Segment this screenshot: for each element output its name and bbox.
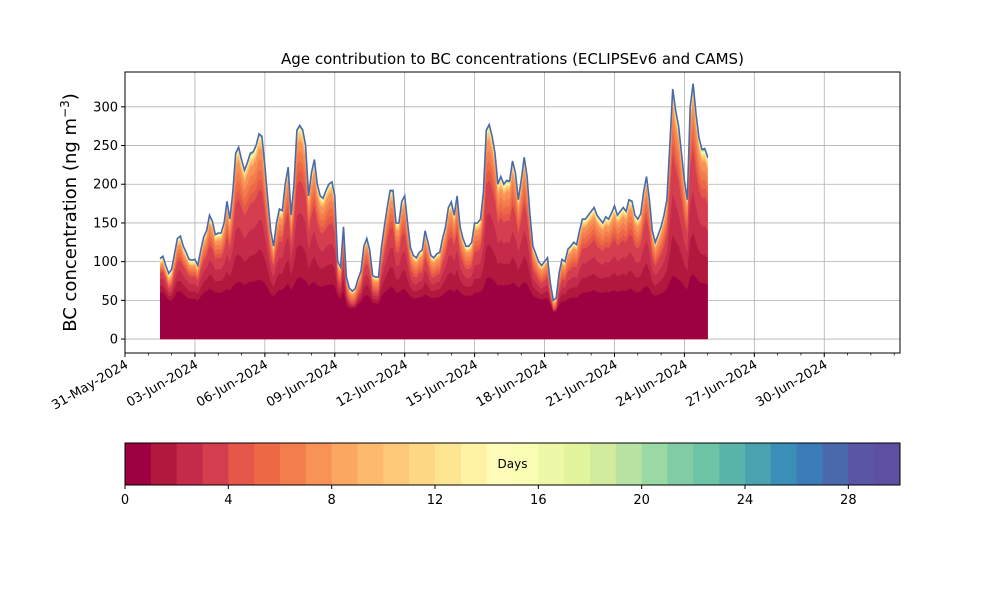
x-tick-label: 21-Jun-2024 bbox=[544, 357, 621, 410]
x-tick-label: 30-Jun-2024 bbox=[753, 357, 830, 410]
x-tick-label: 18-Jun-2024 bbox=[474, 357, 551, 410]
colorbar-segment bbox=[590, 443, 617, 485]
colorbar-tick-label: 0 bbox=[121, 493, 129, 508]
colorbar-segment bbox=[409, 443, 436, 485]
colorbar-segment bbox=[383, 443, 410, 485]
plot-frame bbox=[124, 71, 901, 354]
colorbar-segment bbox=[874, 443, 901, 485]
colorbar-segment bbox=[331, 443, 358, 485]
x-tick-label: 06-Jun-2024 bbox=[194, 357, 271, 410]
y-tick-label: 50 bbox=[101, 294, 118, 309]
x-tick-label: 15-Jun-2024 bbox=[404, 357, 481, 410]
y-tick-label: 0 bbox=[110, 333, 118, 348]
y-tick-label: 100 bbox=[93, 255, 118, 270]
x-tick-label: 24-Jun-2024 bbox=[614, 357, 691, 410]
colorbar-segment bbox=[641, 443, 668, 485]
colorbar-segment bbox=[822, 443, 849, 485]
colorbar-segment bbox=[538, 443, 565, 485]
colorbar-tick-label: 20 bbox=[633, 493, 650, 508]
colorbar-segment bbox=[848, 443, 875, 485]
colorbar-segment bbox=[228, 443, 255, 485]
x-tick-label: 31-May-2024 bbox=[49, 357, 131, 413]
x-axis-ticks: 31-May-202403-Jun-202406-Jun-202409-Jun-… bbox=[49, 353, 830, 413]
colorbar: 0 4 8 12 16 20 24 28 bbox=[121, 442, 901, 508]
colorbar-tick-label: 24 bbox=[737, 493, 754, 508]
y-axis-label-superscript: −3 bbox=[58, 100, 72, 118]
colorbar-tick-label: 12 bbox=[427, 493, 444, 508]
colorbar-tick-label: 28 bbox=[840, 493, 857, 508]
colorbar-segment bbox=[176, 443, 203, 485]
x-tick-label: 27-Jun-2024 bbox=[684, 357, 761, 410]
y-tick-label: 200 bbox=[93, 178, 118, 193]
colorbar-segment bbox=[125, 443, 152, 485]
x-tick-label: 03-Jun-2024 bbox=[124, 357, 201, 410]
colorbar-tick-label: 16 bbox=[530, 493, 547, 508]
colorbar-tick-label: 8 bbox=[328, 493, 336, 508]
colorbar-segment bbox=[486, 443, 513, 485]
colorbar-segment bbox=[202, 443, 229, 485]
total-concentration-line bbox=[159, 83, 709, 302]
colorbar-segment bbox=[615, 443, 643, 485]
colorbar-segment bbox=[770, 443, 798, 485]
age-layer-area bbox=[160, 274, 708, 340]
y-axis-ticks: 0 50 100 150 200 250 300 bbox=[93, 100, 125, 348]
colorbar-frame bbox=[124, 442, 901, 486]
y-axis-label-main: BC concentration (ng m bbox=[60, 118, 81, 332]
y-axis-label: BC concentration (ng m−3) bbox=[58, 93, 81, 332]
colorbar-segment bbox=[745, 443, 772, 485]
colorbar-segment bbox=[512, 443, 539, 485]
colorbar-segment bbox=[150, 443, 178, 485]
colorbar-segment bbox=[305, 443, 333, 485]
x-tick-label: 09-Jun-2024 bbox=[264, 357, 341, 410]
colorbar-label: Days bbox=[498, 457, 528, 471]
colorbar-tick-label: 4 bbox=[224, 493, 232, 508]
colorbar-segment bbox=[254, 443, 281, 485]
colorbar-segment bbox=[435, 443, 462, 485]
colorbar-segment bbox=[796, 443, 823, 485]
colorbar-segment bbox=[719, 443, 746, 485]
y-tick-label: 250 bbox=[93, 139, 118, 154]
y-tick-label: 150 bbox=[93, 216, 118, 231]
y-axis-label-close: ) bbox=[60, 93, 81, 100]
colorbar-segment bbox=[460, 443, 488, 485]
chart-title: Age contribution to BC concentrations (E… bbox=[281, 50, 744, 68]
colorbar-segment bbox=[667, 443, 694, 485]
y-tick-label: 300 bbox=[93, 100, 118, 115]
colorbar-segment bbox=[280, 443, 307, 485]
stacked-age-areas bbox=[159, 83, 709, 340]
x-tick-label: 12-Jun-2024 bbox=[334, 357, 411, 410]
colorbar-segment bbox=[564, 443, 591, 485]
colorbar-segment bbox=[357, 443, 384, 485]
colorbar-segment bbox=[693, 443, 720, 485]
